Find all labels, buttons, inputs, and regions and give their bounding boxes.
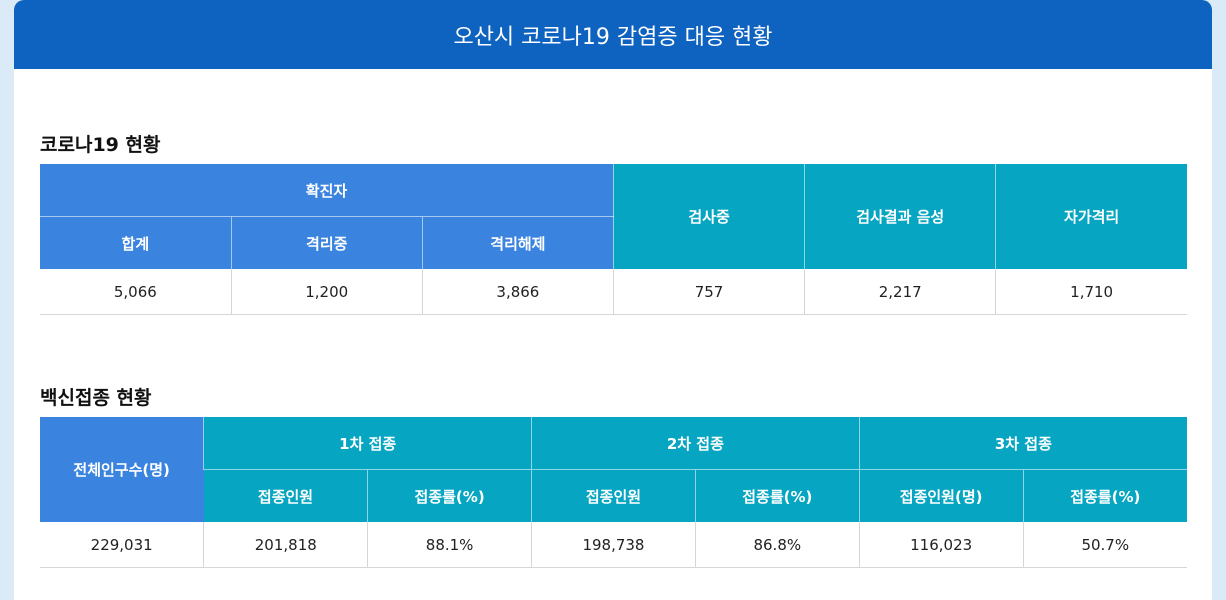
dose1-people-value: 201,818 (203, 522, 368, 568)
isolating-header: 격리중 (230, 216, 423, 269)
dose3-rate-value: 50.7% (1022, 522, 1187, 568)
table-row: 5,066 1,200 3,866 757 2,217 1,710 (40, 269, 1187, 315)
dose2-rate-header: 접종률(%) (694, 469, 860, 522)
released-value: 3,866 (421, 269, 614, 315)
dose1-rate-value: 88.1% (367, 522, 532, 568)
vaccine-section-title: 백신접종 현황 (40, 387, 152, 409)
table-subheader-row: 접종인원 접종률(%) 접종인원 접종률(%) 접종인원(명) 접종률(%) (40, 469, 1187, 522)
page-header: 오산시 코로나19 감염증 대응 현황 (14, 0, 1212, 69)
dose2-header: 2차 접종 (531, 417, 860, 470)
self-quarantine-header: 자가격리 (995, 164, 1187, 269)
total-value: 5,066 (40, 269, 232, 315)
dose3-header: 3차 접종 (858, 417, 1187, 470)
negative-header: 검사결과 음성 (804, 164, 996, 269)
dose2-people-header: 접종인원 (531, 469, 696, 522)
population-value: 229,031 (40, 522, 204, 568)
self-quarantine-value: 1,710 (995, 269, 1187, 315)
status-panel: 오산시 코로나19 감염증 대응 현황 코로나19 현황 확진자 검사중 검사결… (14, 0, 1212, 600)
released-header: 격리해제 (421, 216, 614, 269)
isolating-value: 1,200 (230, 269, 423, 315)
dose3-people-header: 접종인원(명) (858, 469, 1024, 522)
table-header-row: 확진자 검사중 검사결과 음성 자가격리 (40, 164, 1187, 269)
dose3-rate-header: 접종률(%) (1022, 469, 1187, 522)
table-header-row: 전체인구수(명) 1차 접종 2차 접종 3차 접종 (40, 417, 1187, 522)
page-title: 오산시 코로나19 감염증 대응 현황 (453, 24, 773, 50)
dose3-people-value: 116,023 (858, 522, 1024, 568)
dose2-people-value: 198,738 (531, 522, 696, 568)
vaccine-status-table: 전체인구수(명) 1차 접종 2차 접종 3차 접종 접종인원 접종률(%) 접… (40, 417, 1187, 568)
covid-section-title: 코로나19 현황 (40, 134, 161, 156)
dose1-rate-header: 접종률(%) (367, 469, 532, 522)
testing-value: 757 (612, 269, 805, 315)
negative-value: 2,217 (804, 269, 996, 315)
population-header: 전체인구수(명) (40, 417, 204, 522)
covid-status-table: 확진자 검사중 검사결과 음성 자가격리 합계 격리중 격리해제 5,066 1… (40, 164, 1187, 315)
dose1-header: 1차 접종 (203, 417, 532, 470)
dose1-people-header: 접종인원 (203, 469, 368, 522)
confirmed-header: 확진자 (40, 164, 614, 217)
testing-header: 검사중 (612, 164, 805, 269)
dose2-rate-value: 86.8% (694, 522, 860, 568)
table-subheader-row: 합계 격리중 격리해제 (40, 216, 1187, 269)
total-header: 합계 (40, 216, 232, 269)
table-row: 229,031 201,818 88.1% 198,738 86.8% 116,… (40, 522, 1187, 568)
